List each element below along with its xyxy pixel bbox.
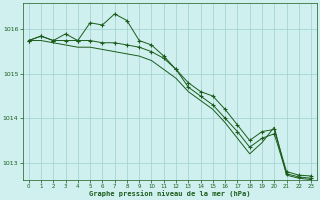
X-axis label: Graphe pression niveau de la mer (hPa): Graphe pression niveau de la mer (hPa): [89, 190, 251, 197]
